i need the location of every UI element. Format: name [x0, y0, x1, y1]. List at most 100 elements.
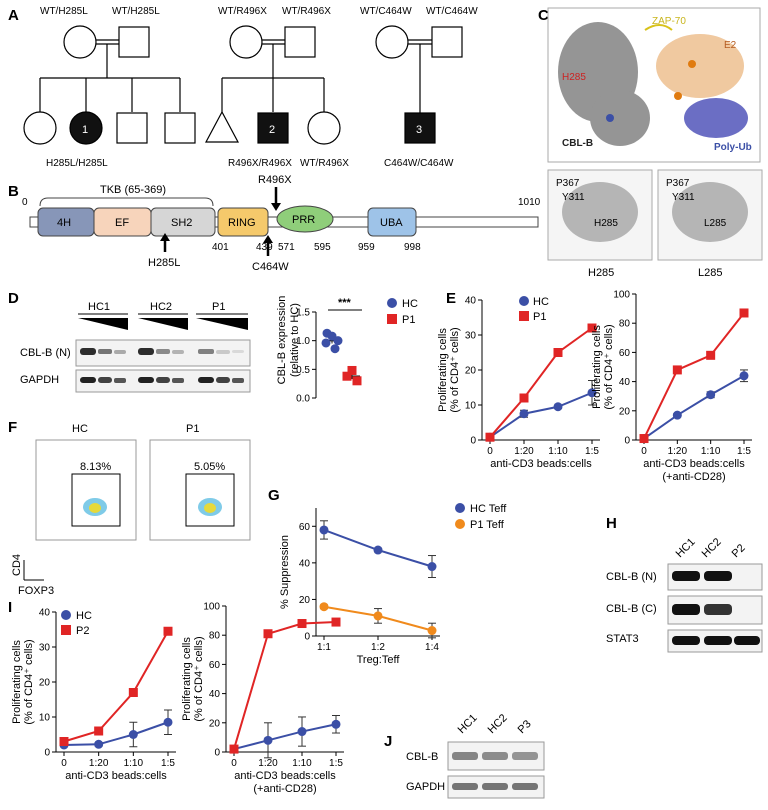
domain-prr-label: PRR: [292, 214, 315, 226]
E1-ytick: 10: [465, 401, 477, 412]
I1-point: [59, 737, 69, 746]
h-row-stat3: STAT3: [606, 633, 639, 645]
E1-ytick: 30: [465, 331, 477, 342]
protein-end: 1010: [518, 197, 541, 208]
I2-ytick: 0: [214, 748, 220, 759]
I1-ytick: 0: [44, 748, 50, 759]
domain-4h-label: 4H: [57, 217, 71, 229]
fam2-proband-symbol: [257, 112, 289, 144]
I2-ytick: 80: [209, 631, 221, 642]
domain-sh2: [150, 207, 216, 237]
I2-ytick: 60: [209, 660, 221, 671]
panel-g: G 0 20 40 60 1:1 1:2 1:4 Treg:Teff % Suppression…: [268, 487, 507, 666]
fam2-father-symbol: [284, 26, 316, 58]
i-legend-hc: HC: [76, 610, 92, 622]
i-legend-p2-marker: [61, 625, 71, 635]
i-legend-p2: P2: [76, 625, 89, 637]
h285-label: H285: [562, 72, 586, 83]
E2-point: [672, 410, 682, 420]
fam1-proband-number: 1: [82, 124, 88, 136]
I2-point: [331, 719, 341, 729]
fam1-father-genotype: WT/H285L: [40, 6, 88, 17]
f-hc-plot: [35, 439, 137, 541]
G-xtick: 1:1: [317, 642, 331, 653]
left-p367: P367: [556, 178, 580, 189]
E2-ytick: 0: [624, 436, 630, 447]
f-hc-title: HC: [72, 423, 88, 435]
I1-xtick: 1:5: [161, 758, 175, 769]
G-point: [319, 525, 329, 535]
right-p367: P367: [666, 178, 690, 189]
d-lane-hc2: HC2: [150, 301, 172, 313]
I1-point: [163, 626, 173, 636]
fam2-mother-symbol: [229, 25, 263, 59]
G-point: [319, 602, 329, 612]
domain-ring: [217, 207, 269, 237]
protein-start: 0: [22, 197, 28, 208]
fam2-mother-genotype: WT/R496X: [282, 6, 331, 17]
f-p1-pct: 5.05%: [194, 461, 225, 473]
d-lane-hc1: HC1: [88, 301, 110, 313]
E1-point: [519, 409, 529, 419]
E1-point: [553, 348, 563, 357]
e-legend-hc-marker: [519, 296, 529, 306]
chart-d-scatter: 0.0 0.5 1.0 1.5: [296, 308, 362, 405]
fam1-proband-genotype: H285L/H285L: [46, 158, 108, 169]
d-legend-hc: HC: [402, 298, 418, 310]
I2-xtick: 1:10: [292, 758, 312, 769]
left-caption: H285: [588, 267, 614, 279]
fam2-miscarriage-symbol: [205, 110, 239, 143]
E2-point: [739, 308, 749, 318]
d-legend-hc-marker: [387, 298, 397, 308]
j-lane-hc1: HC1: [456, 712, 480, 736]
domain-uba: [367, 207, 417, 237]
f-hc-pct: 8.13%: [80, 461, 111, 473]
d-row-cblb: CBL-B (N): [20, 347, 71, 359]
I1-xlabel: anti-CD3 beads:cells: [65, 770, 167, 782]
I1-xtick: 1:20: [89, 758, 109, 769]
I2-point: [229, 744, 239, 754]
E1-ytick: 40: [465, 296, 477, 307]
fam1-mother-symbol: [63, 25, 97, 59]
d-legend-p1: P1: [402, 314, 415, 326]
g-legend-hc-marker: [455, 503, 465, 513]
G-ytick: 40: [299, 558, 311, 569]
fam3-proband-genotype: C464W/C464W: [384, 158, 454, 169]
e-legend: HC P1: [519, 296, 549, 323]
panel-i-label: I: [8, 599, 12, 616]
I1-ytick: 20: [39, 678, 51, 689]
pos-998: 998: [404, 242, 421, 253]
panel-h-label: H: [606, 515, 617, 532]
d-ylabel-1: CBL-B expression: [276, 296, 288, 385]
panel-d-label: D: [8, 290, 19, 307]
g-legend-hc: HC Teff: [470, 503, 507, 515]
G-ytick: 60: [299, 522, 311, 533]
E1-point: [519, 393, 529, 403]
d-significance: ***: [338, 297, 352, 309]
G-point: [427, 626, 437, 636]
E2-xtick: 1:20: [668, 446, 688, 457]
E2-ytick: 80: [619, 319, 631, 330]
fam1-sib4-symbol: [164, 112, 196, 144]
h-lane-hc1: HC1: [674, 536, 698, 560]
panel-a-label: A: [8, 7, 19, 24]
mut-h285l: H285L: [148, 257, 180, 269]
I2-xlabel: anti-CD3 beads:cells: [234, 770, 336, 782]
D-ytick: 1.5: [296, 308, 310, 319]
I1-point: [128, 688, 138, 697]
I2-point: [297, 619, 307, 629]
I2-ytick: 40: [209, 689, 221, 700]
f-p1-title: P1: [186, 423, 199, 435]
f-p1-gate: [185, 473, 235, 527]
chart-g: 0 20 40 60 1:1 1:2 1:4 Treg:Teff % Suppression: [279, 508, 440, 666]
e-legend-p1-marker: [519, 311, 529, 321]
I1-ylabel: Proliferating cells: [11, 640, 23, 724]
g-legend-p1: P1 Teff: [470, 519, 505, 531]
j-lane-p3: P3: [516, 718, 534, 736]
pos-595: 595: [314, 242, 331, 253]
G-point: [373, 545, 383, 555]
I2-point: [263, 735, 273, 745]
